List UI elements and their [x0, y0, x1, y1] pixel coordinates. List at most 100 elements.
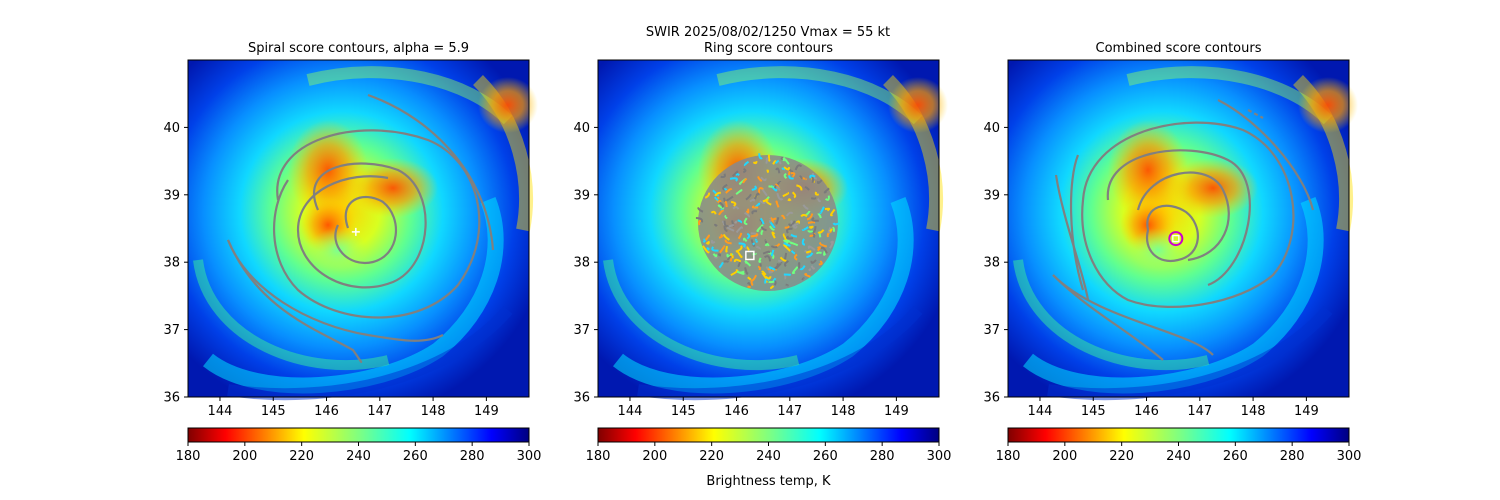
x-tick-label: 146: [724, 404, 749, 419]
ring-contour-segment: [712, 253, 718, 258]
ring-contour-segment: [742, 177, 748, 184]
y-tick-label: 39: [983, 188, 1000, 203]
ring-contour-segment: [746, 246, 750, 251]
ring-contour-segment: [737, 261, 741, 268]
colorbar-tick-label: 260: [813, 449, 838, 464]
colorbar-combined-ticks: 180 200 220 240 260 280 300: [996, 442, 1361, 464]
ring-contour-segment: [800, 214, 808, 218]
x-tick-label: 144: [618, 404, 643, 419]
y-tick-label: 37: [163, 323, 180, 338]
y-tick-label: 40: [163, 121, 180, 136]
ring-contour-segment: [760, 176, 767, 182]
ring-contour-segment: [770, 249, 775, 257]
ring-contour-segment: [819, 241, 828, 248]
ring-contour-segment: [759, 199, 766, 205]
ring-contour-segment: [736, 251, 743, 259]
ring-contour-segment: [814, 191, 820, 196]
x-tick-label: 145: [261, 404, 286, 419]
spiral-heatmap: [188, 60, 538, 397]
panel-combined-frame: [1007, 59, 1350, 398]
ring-contour-segment: [710, 210, 717, 215]
ring-contour-segment: [738, 242, 746, 248]
ring-contour-segment: [743, 217, 748, 226]
x-tick-label: 147: [1187, 404, 1212, 419]
ring-contour-segment: [820, 246, 828, 254]
ring-contour-segment: [762, 198, 769, 203]
ring-contour-segment: [710, 239, 716, 244]
colorbar-tick-label: 200: [232, 449, 257, 464]
colorbar-tick-label: 300: [927, 449, 952, 464]
ring-contour-segment: [751, 205, 759, 209]
y-tick-label: 36: [573, 391, 590, 406]
ring-contour-segment: [757, 265, 761, 271]
ring-contour-segment: [735, 226, 743, 234]
ring-contour-segment: [704, 192, 711, 199]
ring-contour-segment: [807, 245, 816, 251]
ring-contour-segment: [756, 245, 761, 250]
panel-combined: Combined score contours 144 145 146 147 148 1…: [983, 41, 1358, 419]
colorbar-tick-label: 280: [870, 449, 895, 464]
colorbar-combined-bar: [1007, 427, 1350, 443]
ring-contour-segment: [697, 207, 704, 213]
combined-marker-square: [1172, 234, 1180, 243]
ring-contour-segment: [811, 176, 814, 183]
y-tick-label: 40: [573, 121, 590, 136]
ring-contour-segment: [737, 219, 743, 224]
colorbar-tick-label: 180: [996, 449, 1021, 464]
ring-contour-segment: [730, 269, 739, 277]
colorbar-tick-label: 220: [289, 449, 314, 464]
ring-contour-segment: [829, 228, 833, 232]
ring-contour-segment: [776, 192, 784, 201]
ring-contour-segment: [764, 277, 770, 284]
ring-contour-segment: [797, 262, 801, 269]
ring-contour-segment: [759, 217, 765, 225]
x-tick-label: 144: [1028, 404, 1053, 419]
x-tick-label: 147: [367, 404, 392, 419]
ring-contour-segment: [764, 242, 770, 247]
y-tick-label: 39: [163, 188, 180, 203]
ring-contour-segment: [713, 196, 719, 202]
ring-contour-segment: [723, 225, 728, 233]
ring-contour-segment: [771, 231, 776, 239]
ring-contour-segment: [799, 265, 806, 271]
ring-contour-segment: [783, 166, 790, 171]
ring-contour-segment: [754, 238, 759, 243]
ring-contour-segment: [806, 252, 814, 258]
ring-contour-segment: [768, 266, 776, 271]
ring-contour-segment: [714, 223, 718, 227]
combined-contour-2: [1136, 171, 1230, 262]
ring-contour-segment: [819, 206, 825, 215]
ring-contour-segment: [783, 242, 791, 247]
ring-contour-segment: [809, 174, 816, 179]
ring-contour-segment: [765, 157, 769, 164]
ring-contour-segment: [782, 191, 790, 198]
ring-contour-segment: [754, 192, 760, 200]
ring-contour-segment: [807, 230, 814, 233]
ring-contour-segment: [794, 164, 803, 171]
ring-contour-segment: [816, 179, 823, 185]
ring-contour-segment: [723, 260, 730, 263]
ring-contour-segment: [824, 195, 830, 201]
spiral-contours: [226, 93, 495, 364]
colorbar-tick-label: 200: [642, 449, 667, 464]
ring-contour-segment: [746, 232, 751, 240]
y-tick-label: 36: [983, 391, 1000, 406]
ring-contour-segment: [724, 215, 728, 220]
ring-contour-segment: [801, 238, 806, 246]
ring-contour-segment: [706, 247, 710, 251]
ring-contour-segment: [787, 198, 792, 202]
ring-contour-segment: [728, 223, 735, 228]
ring-contour-segment: [737, 232, 743, 240]
ring-contour-segment: [775, 217, 780, 225]
ring-contour-segment: [791, 191, 797, 199]
ring-contour-segment: [725, 188, 733, 194]
ring-contour-segment: [724, 200, 728, 208]
ring-contour-segment: [783, 260, 789, 268]
ring-contour-segment: [723, 197, 726, 202]
combined-contours: [1052, 99, 1315, 361]
colorbar-tick-label: 220: [699, 449, 724, 464]
ring-contour-segment: [743, 160, 750, 167]
panel-spiral: Spiral score contours, alpha = 5.9 144 14…: [163, 41, 538, 419]
ring-contour-segment: [745, 193, 752, 201]
